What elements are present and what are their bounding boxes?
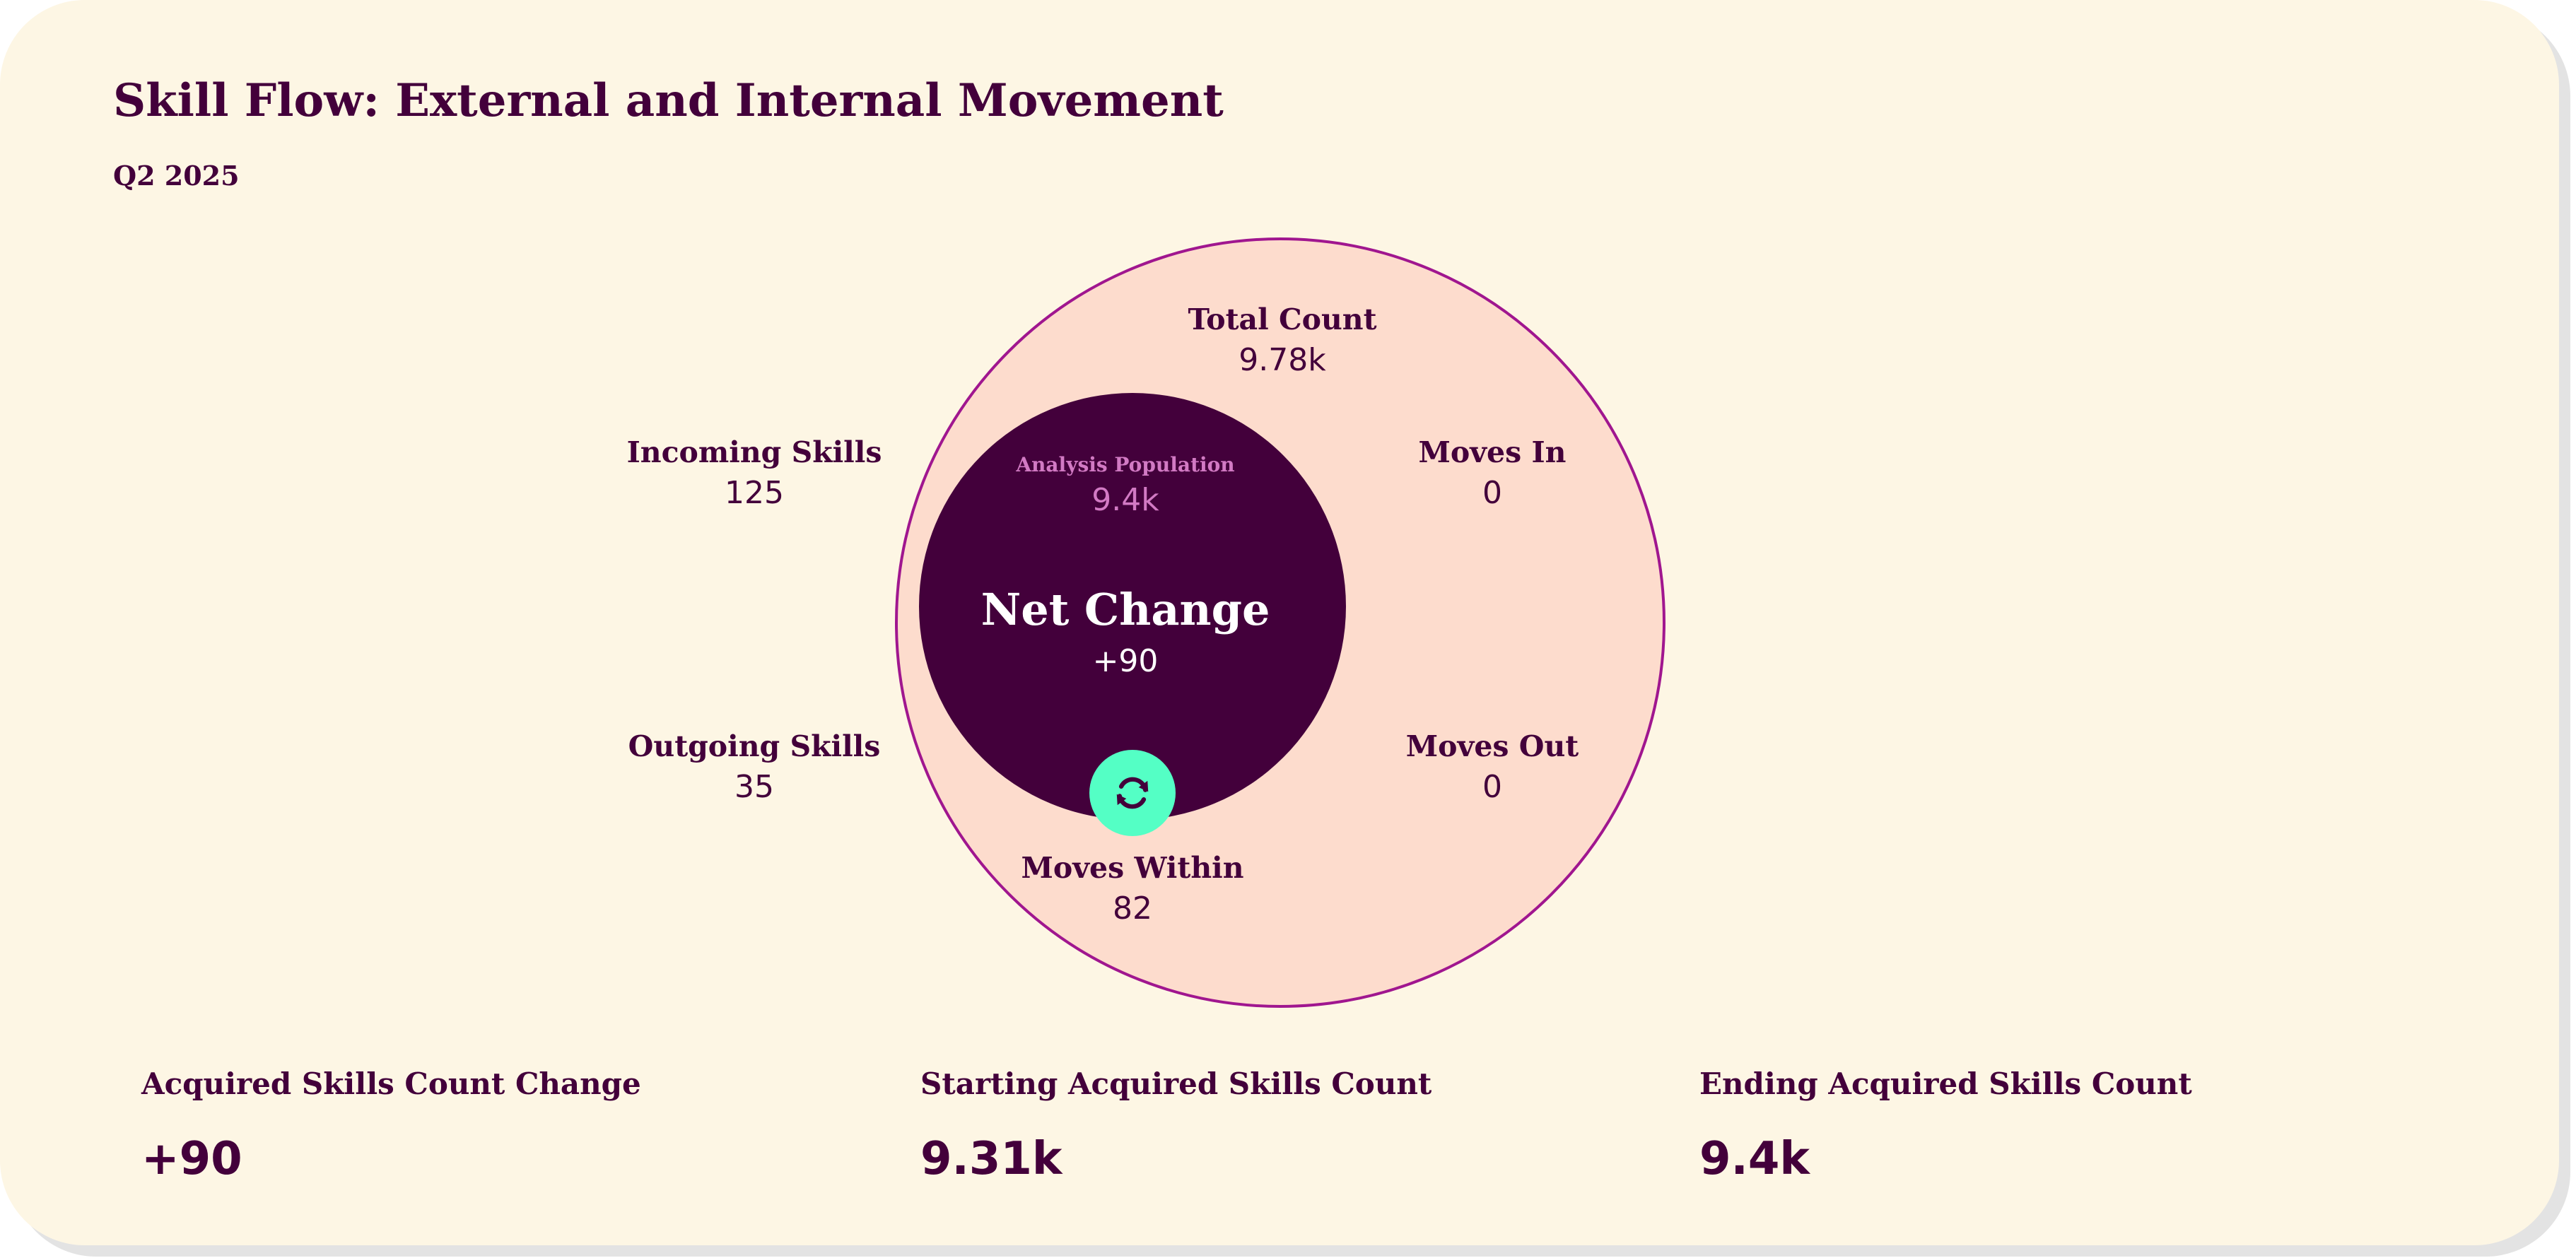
moves-within-label: Moves Within	[1021, 851, 1244, 885]
sync-icon	[1116, 777, 1149, 809]
moves-in-stat: Moves In 0	[1330, 433, 1655, 515]
total-count-value: 9.78k	[1239, 342, 1326, 378]
summary-count-change: Acquired Skills Count Change +90	[141, 1063, 641, 1187]
total-count-label: Total Count	[1188, 302, 1377, 336]
moves-in-label: Moves In	[1418, 435, 1567, 469]
summary-label: Starting Acquired Skills Count	[920, 1066, 1432, 1101]
summary-starting-count: Starting Acquired Skills Count 9.31k	[920, 1063, 1432, 1187]
summary-value: +90	[141, 1133, 242, 1185]
net-change-value: +90	[1092, 643, 1159, 679]
moves-within-stat: Moves Within 82	[970, 848, 1295, 930]
net-change-stat: Net Change +90	[963, 580, 1288, 683]
summary-label: Acquired Skills Count Change	[141, 1066, 641, 1101]
outgoing-skills-label: Outgoing Skills	[628, 729, 881, 763]
incoming-skills-value: 125	[725, 475, 784, 511]
net-change-label: Net Change	[980, 584, 1270, 635]
page-title: Skill Flow: External and Internal Moveme…	[113, 74, 1224, 127]
summary-label: Ending Acquired Skills Count	[1699, 1066, 2192, 1101]
analysis-population-value: 9.4k	[1091, 482, 1159, 518]
analysis-population-label: Analysis Population	[1016, 453, 1235, 476]
moves-out-value: 0	[1482, 769, 1502, 805]
moves-out-stat: Moves Out 0	[1330, 727, 1655, 809]
outgoing-skills-value: 35	[734, 769, 774, 805]
incoming-skills-label: Incoming Skills	[626, 435, 882, 469]
moves-out-label: Moves Out	[1405, 729, 1579, 763]
summary-value: 9.4k	[1699, 1133, 1810, 1185]
analysis-population-stat: Analysis Population 9.4k	[963, 451, 1288, 522]
outgoing-skills-stat: Outgoing Skills 35	[592, 727, 917, 809]
total-count-stat: Total Count 9.78k	[1120, 300, 1445, 382]
sync-button[interactable]	[1089, 750, 1176, 836]
analysis-population-circle	[919, 393, 1346, 820]
summary-value: 9.31k	[920, 1133, 1062, 1185]
page-subtitle: Q2 2025	[113, 160, 240, 192]
incoming-skills-stat: Incoming Skills 125	[592, 433, 917, 515]
moves-within-value: 82	[1113, 890, 1152, 927]
moves-in-value: 0	[1482, 475, 1502, 511]
summary-ending-count: Ending Acquired Skills Count 9.4k	[1699, 1063, 2192, 1187]
